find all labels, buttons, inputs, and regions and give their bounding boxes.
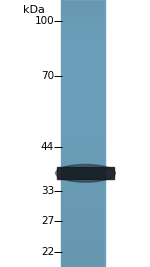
- Text: 44: 44: [41, 142, 54, 152]
- Text: 27: 27: [41, 216, 54, 226]
- Text: 33: 33: [41, 186, 54, 195]
- Bar: [57, 167, 114, 179]
- Text: kDa: kDa: [23, 5, 45, 15]
- Bar: [61, 0, 105, 267]
- Text: 70: 70: [41, 71, 54, 81]
- Ellipse shape: [56, 164, 116, 182]
- Text: 100: 100: [34, 16, 54, 26]
- Text: 22: 22: [41, 248, 54, 257]
